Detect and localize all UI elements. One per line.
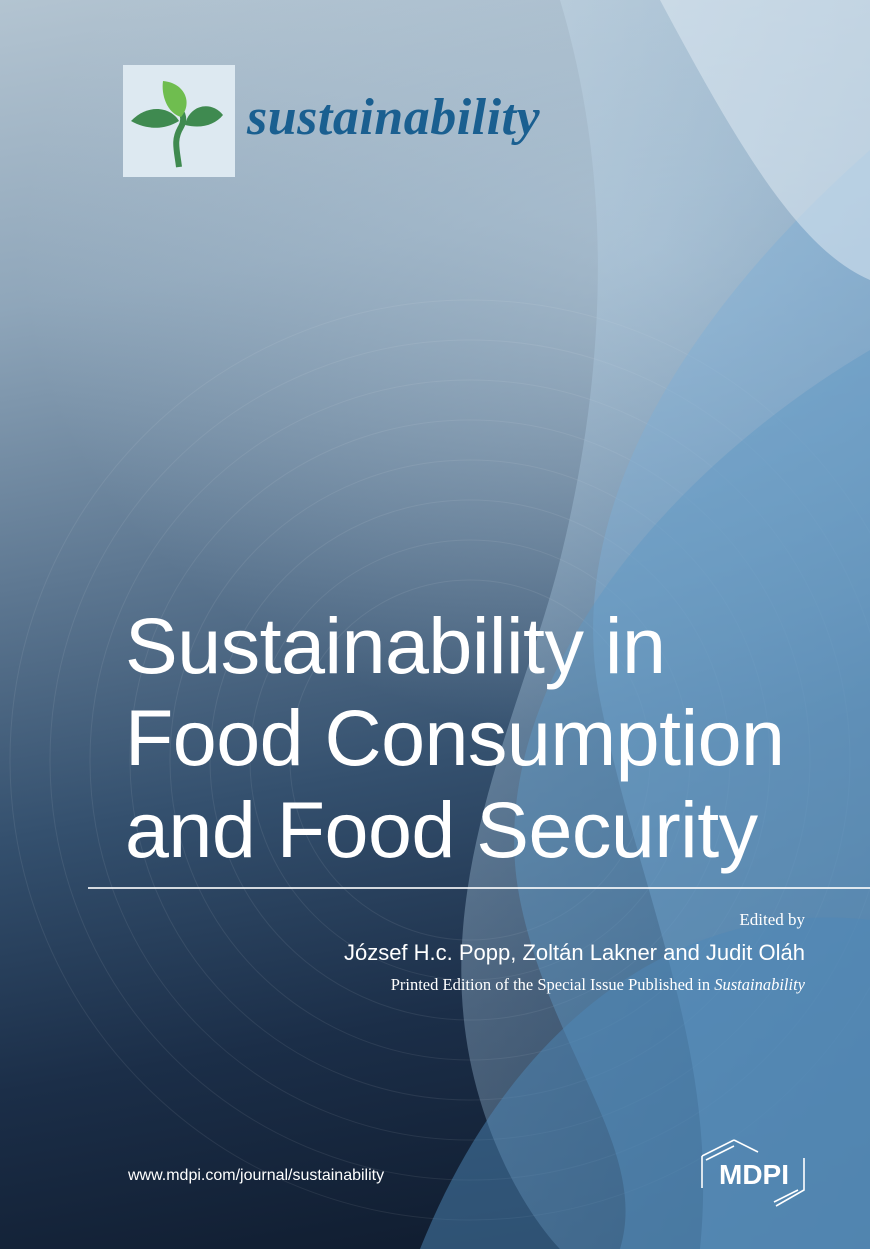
- edited-by-label: Edited by: [739, 910, 805, 929]
- journal-logo: [123, 65, 235, 177]
- divider: [88, 887, 870, 889]
- printed-journal: Sustainability: [714, 975, 805, 994]
- printed-edition-note: Printed Edition of the Special Issue Pub…: [391, 975, 805, 995]
- title-line: Sustainability in: [125, 601, 666, 690]
- publisher-name: MDPI: [719, 1159, 789, 1190]
- title-line: and Food Security: [125, 785, 758, 874]
- editors: József H.c. Popp, Zoltán Lakner and Judi…: [343, 940, 805, 965]
- sprout-leaves-icon: [131, 81, 223, 168]
- title-line: Food Consumption: [125, 693, 785, 782]
- book-title: Sustainability in Food Consumption and F…: [125, 600, 785, 876]
- journal-url: www.mdpi.com/journal/sustainability: [128, 1167, 385, 1184]
- journal-name: sustainability: [247, 89, 541, 146]
- mdpi-logo: MDPI: [701, 1139, 805, 1207]
- printed-prefix: Printed Edition of the Special Issue Pub…: [390, 975, 711, 994]
